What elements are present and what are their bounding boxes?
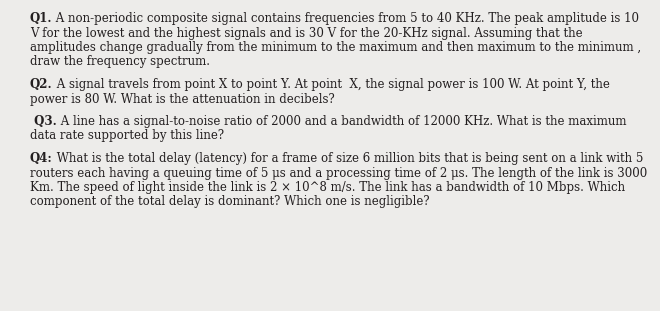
Text: Q1.: Q1. — [30, 12, 53, 25]
Text: component of the total delay is dominant? Which one is negligible?: component of the total delay is dominant… — [30, 196, 430, 208]
Text: Q4:: Q4: — [30, 152, 53, 165]
Text: Q3.: Q3. — [30, 115, 57, 128]
Text: A non-periodic composite signal contains frequencies from 5 to 40 KHz. The peak : A non-periodic composite signal contains… — [53, 12, 640, 25]
Text: A line has a signal-to-noise ratio of 2000 and a bandwidth of 12000 KHz. What is: A line has a signal-to-noise ratio of 20… — [57, 115, 626, 128]
Text: draw the frequency spectrum.: draw the frequency spectrum. — [30, 55, 210, 68]
Text: A signal travels from point X to point Y. At point  X, the signal power is 100 W: A signal travels from point X to point Y… — [53, 78, 609, 91]
Text: amplitudes change gradually from the minimum to the maximum and then maximum to : amplitudes change gradually from the min… — [30, 41, 641, 54]
Text: data rate supported by this line?: data rate supported by this line? — [30, 129, 224, 142]
Text: routers each having a queuing time of 5 μs and a processing time of 2 μs. The le: routers each having a queuing time of 5 … — [30, 166, 647, 179]
Text: power is 80 W. What is the attenuation in decibels?: power is 80 W. What is the attenuation i… — [30, 92, 335, 105]
Text: V for the lowest and the highest signals and is 30 V for the 20-KHz signal. Assu: V for the lowest and the highest signals… — [30, 26, 583, 39]
Text: What is the total delay (latency) for a frame of size 6 million bits that is bei: What is the total delay (latency) for a … — [53, 152, 643, 165]
Text: Q2.: Q2. — [30, 78, 53, 91]
Text: Km. The speed of light inside the link is 2 × 10^8 m/s. The link has a bandwidth: Km. The speed of light inside the link i… — [30, 181, 625, 194]
